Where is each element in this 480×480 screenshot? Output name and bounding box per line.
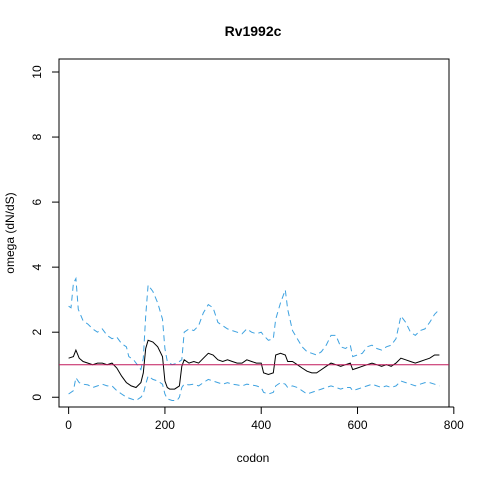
y-tick-label: 8 xyxy=(30,133,44,140)
chart-title: Rv1992c xyxy=(225,23,282,39)
series-line-estimate xyxy=(68,339,440,390)
y-tick-label: 4 xyxy=(30,263,44,270)
series-layer xyxy=(68,276,440,402)
x-tick-label: 0 xyxy=(65,418,72,432)
y-tick-label: 10 xyxy=(30,65,44,79)
y-axis-label: omega (dN/dS) xyxy=(3,192,17,273)
x-tick-label: 200 xyxy=(155,418,175,432)
y-tick-label: 0 xyxy=(30,394,44,401)
series-line-lower-bound xyxy=(68,375,440,402)
series-line-upper-bound xyxy=(68,276,440,371)
x-axis: 0 200 400 600 800 xyxy=(65,406,464,432)
y-axis: 0 2 4 6 8 10 xyxy=(30,65,60,401)
x-tick-label: 600 xyxy=(348,418,368,432)
y-tick-label: 2 xyxy=(30,329,44,336)
x-tick-label: 400 xyxy=(251,418,271,432)
x-tick-label: 800 xyxy=(444,418,464,432)
x-axis-label: codon xyxy=(237,451,270,465)
y-tick-label: 6 xyxy=(30,198,44,205)
plot-frame xyxy=(58,58,450,408)
